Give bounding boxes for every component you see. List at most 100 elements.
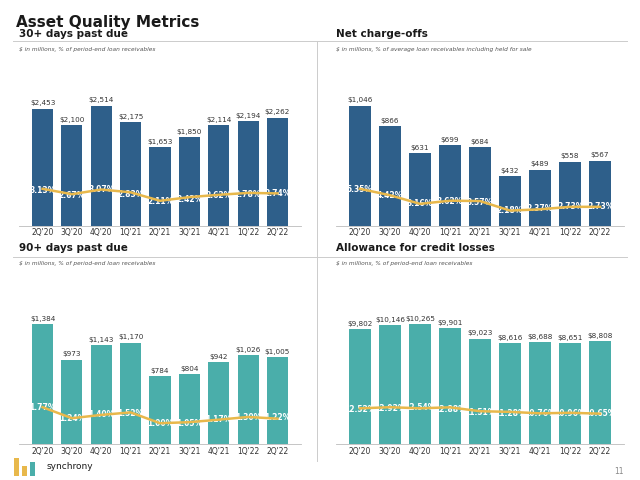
Text: Allowance for credit losses: Allowance for credit losses <box>336 243 495 253</box>
Bar <box>589 160 611 226</box>
Text: 1.17%: 1.17% <box>205 415 232 424</box>
Text: $2,262: $2,262 <box>265 109 290 116</box>
Text: 30+ days past due: 30+ days past due <box>19 29 128 39</box>
Text: $489: $489 <box>531 161 549 168</box>
Text: $1,005: $1,005 <box>265 348 290 355</box>
Bar <box>91 106 112 226</box>
Text: $2,194: $2,194 <box>236 113 260 119</box>
Bar <box>409 153 431 226</box>
Text: 2.74%: 2.74% <box>264 189 291 198</box>
Text: $1,653: $1,653 <box>147 139 173 144</box>
Bar <box>61 125 83 226</box>
Text: $1,143: $1,143 <box>88 337 114 343</box>
Bar <box>559 343 581 444</box>
Text: $684: $684 <box>471 139 489 145</box>
Text: $804: $804 <box>180 366 198 372</box>
Bar <box>379 325 401 444</box>
Text: 10.96%: 10.96% <box>554 409 586 418</box>
Text: 4.42%: 4.42% <box>377 192 403 200</box>
Text: $2,453: $2,453 <box>30 100 55 107</box>
Text: 3.57%: 3.57% <box>467 198 493 206</box>
Bar <box>91 345 112 444</box>
Text: 1.30%: 1.30% <box>235 413 261 422</box>
Text: 1.40%: 1.40% <box>88 410 115 419</box>
Text: $699: $699 <box>441 137 460 143</box>
Text: 2.42%: 2.42% <box>176 194 202 204</box>
Text: $8,616: $8,616 <box>497 335 523 341</box>
Text: 11.51%: 11.51% <box>464 408 496 417</box>
Text: 12.54%: 12.54% <box>404 404 436 412</box>
Text: 1.77%: 1.77% <box>29 404 56 412</box>
Bar <box>120 343 141 444</box>
Text: $567: $567 <box>591 152 609 158</box>
Text: 2.78%: 2.78% <box>235 190 261 199</box>
Bar <box>32 108 53 226</box>
Text: 11.28%: 11.28% <box>494 409 526 418</box>
Bar <box>349 329 371 444</box>
Text: 1.05%: 1.05% <box>176 419 202 428</box>
Bar <box>14 458 19 476</box>
Text: 12.92%: 12.92% <box>374 404 406 413</box>
Bar <box>120 122 141 226</box>
Text: $631: $631 <box>411 145 429 151</box>
Text: 11: 11 <box>614 467 624 476</box>
Bar <box>208 125 229 226</box>
Text: 1.52%: 1.52% <box>118 409 144 418</box>
Bar <box>30 462 35 476</box>
Bar <box>409 324 431 444</box>
Text: synchrony: synchrony <box>47 462 93 471</box>
Text: $2,114: $2,114 <box>206 117 232 122</box>
Text: $1,850: $1,850 <box>177 129 202 135</box>
Text: 2.18%: 2.18% <box>497 206 524 215</box>
Text: $9,901: $9,901 <box>437 320 463 326</box>
Text: 2.11%: 2.11% <box>147 197 173 206</box>
Bar <box>589 341 611 444</box>
Text: 2.73%: 2.73% <box>557 202 583 211</box>
Text: $784: $784 <box>151 368 169 374</box>
Bar <box>32 324 53 444</box>
Text: Net charge-offs: Net charge-offs <box>336 29 428 39</box>
Bar <box>61 360 83 444</box>
Text: 5.35%: 5.35% <box>347 185 373 194</box>
Text: $8,688: $8,688 <box>527 334 553 340</box>
Text: 90+ days past due: 90+ days past due <box>19 243 128 253</box>
Bar <box>469 338 491 444</box>
Bar <box>379 126 401 226</box>
Text: $1,384: $1,384 <box>30 316 55 322</box>
Text: 12.88%: 12.88% <box>434 405 466 414</box>
Text: 3.16%: 3.16% <box>407 199 433 208</box>
Text: 2.67%: 2.67% <box>59 191 85 200</box>
Text: $1,046: $1,046 <box>348 97 372 103</box>
Bar <box>499 343 521 444</box>
Text: $8,808: $8,808 <box>588 333 612 339</box>
Bar <box>149 376 171 444</box>
Text: $1,026: $1,026 <box>236 347 260 353</box>
Text: $8,651: $8,651 <box>557 335 583 341</box>
Bar <box>267 118 288 226</box>
Text: $2,175: $2,175 <box>118 114 143 120</box>
Text: 1.00%: 1.00% <box>147 419 173 428</box>
Bar <box>529 169 551 226</box>
Text: 10.76%: 10.76% <box>524 409 556 418</box>
Text: $ in millions, % of average loan receivables including held for sale: $ in millions, % of average loan receiva… <box>336 47 532 52</box>
Text: 2.73%: 2.73% <box>587 202 613 211</box>
Bar <box>208 362 229 444</box>
Bar <box>349 106 371 226</box>
Text: 3.13%: 3.13% <box>29 186 56 195</box>
Text: $10,146: $10,146 <box>375 317 405 323</box>
Bar <box>237 121 259 226</box>
Text: $432: $432 <box>500 168 519 174</box>
Bar <box>149 147 171 226</box>
Text: 12.52%: 12.52% <box>344 405 376 414</box>
Text: $942: $942 <box>209 354 228 360</box>
Bar <box>267 357 288 444</box>
Text: Asset Quality Metrics: Asset Quality Metrics <box>16 15 200 30</box>
Text: $ in millions, % of period-end loan receivables: $ in millions, % of period-end loan rece… <box>19 47 156 52</box>
Text: 3.62%: 3.62% <box>437 197 463 206</box>
Text: $9,023: $9,023 <box>467 330 493 336</box>
Bar <box>22 466 26 476</box>
Bar <box>237 355 259 444</box>
Text: $558: $558 <box>561 154 579 159</box>
Bar <box>559 162 581 226</box>
Text: $2,100: $2,100 <box>60 117 84 123</box>
